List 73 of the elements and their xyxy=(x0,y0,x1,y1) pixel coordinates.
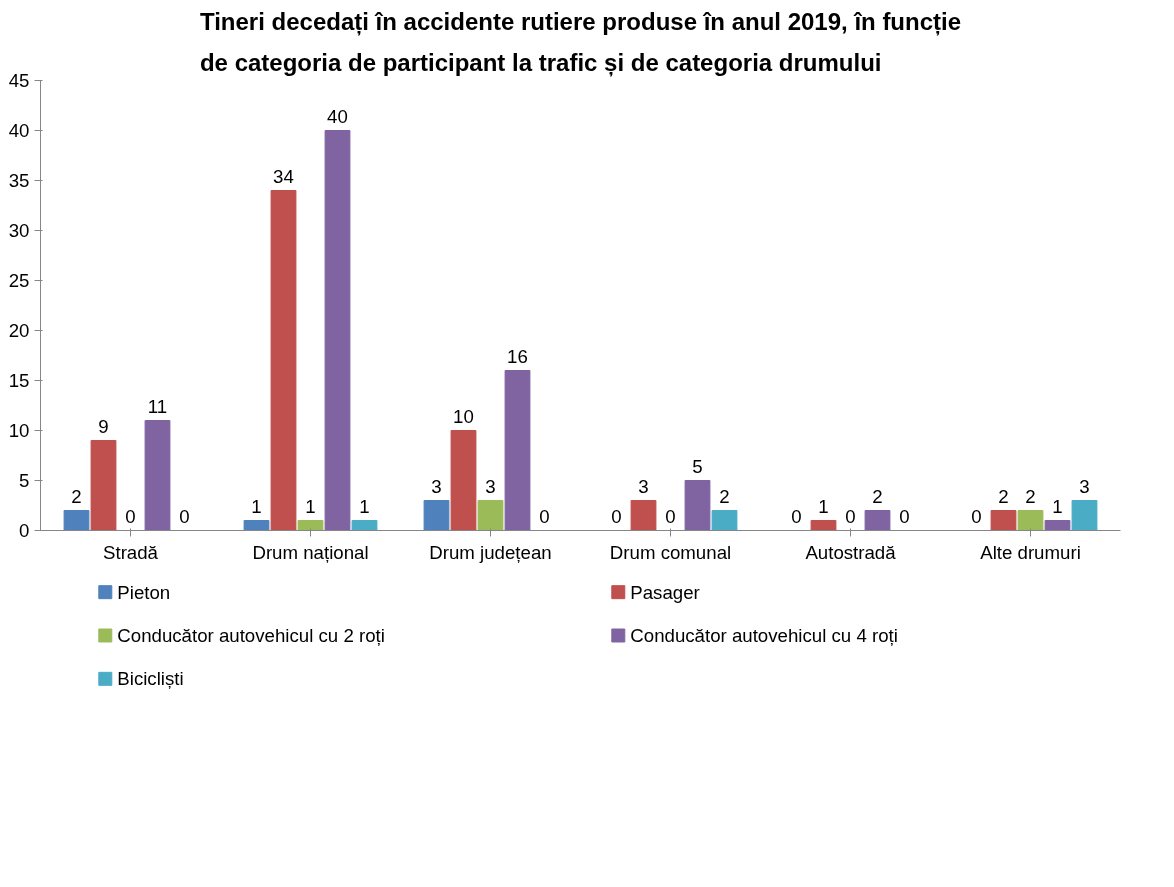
data-label: 1 xyxy=(359,495,370,517)
data-label: 3 xyxy=(485,475,496,497)
data-label: 10 xyxy=(453,405,474,427)
bar xyxy=(90,440,117,531)
y-tick-label: 45 xyxy=(8,70,30,91)
bar xyxy=(810,520,837,531)
bar xyxy=(477,500,504,531)
bar xyxy=(1071,500,1098,531)
bar xyxy=(297,520,324,531)
legend-label: Bicicliști xyxy=(117,668,184,690)
y-tick-label: 5 xyxy=(19,470,30,491)
bar xyxy=(864,510,891,531)
x-tick-label: Drum județean xyxy=(429,541,552,563)
legend-label: Pieton xyxy=(117,581,171,603)
data-label: 1 xyxy=(818,495,829,517)
bar xyxy=(630,500,657,531)
data-label: 2 xyxy=(998,485,1009,507)
data-label: 3 xyxy=(638,475,649,497)
data-label: 0 xyxy=(539,505,550,527)
data-label: 40 xyxy=(327,105,348,127)
data-label: 3 xyxy=(431,475,442,497)
data-label: 5 xyxy=(692,455,703,477)
x-tick-label: Alte drumuri xyxy=(980,541,1081,563)
data-label: 3 xyxy=(1079,475,1090,497)
bar xyxy=(423,500,450,531)
bar xyxy=(243,520,270,531)
data-label: 1 xyxy=(251,495,262,517)
bar xyxy=(990,510,1017,531)
bar xyxy=(1044,520,1071,531)
legend-label: Conducător autovehicul cu 2 roți xyxy=(117,625,385,646)
bar xyxy=(351,520,378,531)
y-tick-label: 0 xyxy=(19,520,30,541)
x-tick-label: Stradă xyxy=(103,541,159,563)
data-label: 0 xyxy=(791,505,802,527)
data-label: 1 xyxy=(305,495,316,517)
bar xyxy=(711,510,738,531)
data-label: 2 xyxy=(71,485,82,507)
data-label: 11 xyxy=(147,395,168,417)
x-tick-label: Drum național xyxy=(252,541,369,563)
bar xyxy=(450,430,477,531)
data-label: 0 xyxy=(971,505,982,527)
data-label: 0 xyxy=(611,505,622,527)
data-label: 9 xyxy=(98,415,109,437)
bar xyxy=(63,510,90,531)
legend-label: Conducător autovehicul cu 4 roți xyxy=(630,625,898,646)
bar xyxy=(684,480,711,531)
y-tick-label: 35 xyxy=(8,170,30,191)
y-tick-label: 40 xyxy=(8,120,30,141)
data-label: 16 xyxy=(507,345,528,367)
data-label: 34 xyxy=(273,165,294,187)
x-tick-label: Autostradă xyxy=(805,541,897,563)
data-label: 0 xyxy=(899,505,910,527)
x-tick-label: Drum comunal xyxy=(609,541,732,563)
y-tick-label: 10 xyxy=(8,420,30,441)
data-label: 0 xyxy=(179,505,190,527)
y-tick-label: 25 xyxy=(8,270,30,291)
data-label: 2 xyxy=(1025,485,1036,507)
y-tick-label: 15 xyxy=(8,370,30,391)
chart-title: Tineri decedați în accidente rutiere produse în anul 2019, în funcție de categoria de participant la trafic și de categoria drumului xyxy=(199,8,962,77)
data-label: 0 xyxy=(125,505,136,527)
bar xyxy=(324,130,351,531)
bar xyxy=(1017,510,1044,531)
data-label: 1 xyxy=(1052,495,1063,517)
legend-label: Pasager xyxy=(630,581,700,603)
data-label: 2 xyxy=(719,485,730,507)
data-label: 0 xyxy=(665,505,676,527)
data-label: 2 xyxy=(872,485,883,507)
data-label: 0 xyxy=(845,505,856,527)
bar xyxy=(504,370,531,531)
y-tick-label: 30 xyxy=(8,220,30,241)
bar xyxy=(270,190,297,531)
y-tick-label: 20 xyxy=(8,320,30,341)
bar xyxy=(144,420,171,531)
